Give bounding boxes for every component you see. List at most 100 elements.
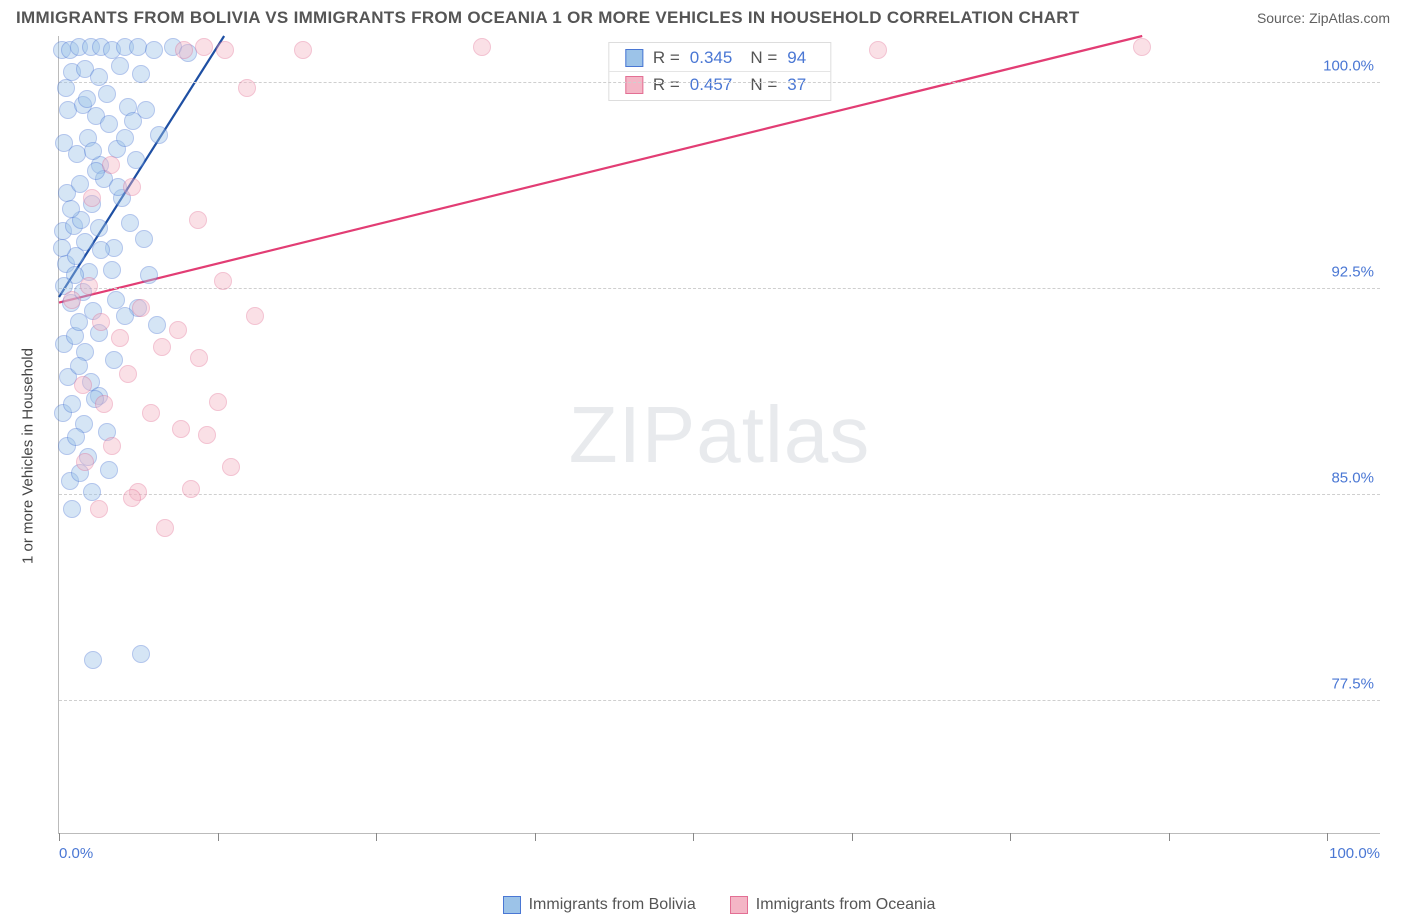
scatter-point [102, 156, 120, 174]
scatter-point [98, 85, 116, 103]
legend-label: Immigrants from Oceania [756, 896, 936, 914]
x-tick [693, 833, 694, 841]
scatter-point [214, 272, 232, 290]
legend-r-value: 0.457 [690, 75, 741, 95]
scatter-point [153, 338, 171, 356]
y-tick-label: 85.0% [1331, 469, 1374, 486]
scatter-point [92, 241, 110, 259]
gridline [59, 288, 1380, 289]
scatter-point [76, 453, 94, 471]
trend-lines [59, 36, 1380, 833]
scatter-point [132, 645, 150, 663]
scatter-point [116, 129, 134, 147]
watermark: ZIPatlas [569, 389, 870, 481]
y-axis-label: 1 or more Vehicles in Household [20, 348, 37, 564]
legend-row: R = 0.457 N = 37 [609, 71, 830, 98]
scatter-point [111, 57, 129, 75]
scatter-point [70, 313, 88, 331]
scatter-point [148, 316, 166, 334]
legend-row: R = 0.345 N = 94 [609, 45, 830, 71]
scatter-point [246, 307, 264, 325]
legend-swatch [625, 76, 643, 94]
legend-n-value: 94 [787, 48, 814, 68]
x-tick [218, 833, 219, 841]
scatter-point [90, 500, 108, 518]
scatter-point [83, 483, 101, 501]
scatter-point [175, 41, 193, 59]
gridline [59, 82, 1380, 83]
legend-swatch [730, 896, 748, 914]
legend-item: Immigrants from Oceania [730, 896, 936, 914]
series-legend: Immigrants from Bolivia Immigrants from O… [58, 896, 1380, 914]
scatter-point [123, 178, 141, 196]
scatter-point [90, 68, 108, 86]
legend-label: Immigrants from Bolivia [529, 896, 696, 914]
legend-n-value: 37 [787, 75, 814, 95]
scatter-point [53, 239, 71, 257]
gridline [59, 700, 1380, 701]
scatter-point [119, 365, 137, 383]
scatter-point [103, 261, 121, 279]
scatter-point [78, 90, 96, 108]
scatter-point [63, 291, 81, 309]
legend-r-label: R = [653, 48, 680, 68]
scatter-point [70, 357, 88, 375]
scatter-point [92, 313, 110, 331]
chart-area: 1 or more Vehicles in Household ZIPatlas… [16, 36, 1390, 876]
scatter-point [145, 41, 163, 59]
scatter-point [121, 214, 139, 232]
scatter-point [84, 651, 102, 669]
source-label: Source: ZipAtlas.com [1257, 10, 1390, 26]
x-tick [1010, 833, 1011, 841]
scatter-point [67, 428, 85, 446]
scatter-point [84, 142, 102, 160]
scatter-point [190, 349, 208, 367]
legend-n-label: N = [750, 75, 777, 95]
scatter-point [83, 189, 101, 207]
x-tick [535, 833, 536, 841]
scatter-point [132, 299, 150, 317]
scatter-point [195, 38, 213, 56]
scatter-point [142, 404, 160, 422]
scatter-point [156, 519, 174, 537]
scatter-point [123, 489, 141, 507]
scatter-point [209, 393, 227, 411]
chart-title: IMMIGRANTS FROM BOLIVIA VS IMMIGRANTS FR… [16, 8, 1080, 28]
scatter-point [107, 291, 125, 309]
legend-item: Immigrants from Bolivia [503, 896, 696, 914]
scatter-point [135, 230, 153, 248]
scatter-point [172, 420, 190, 438]
scatter-point [189, 211, 207, 229]
scatter-point [100, 115, 118, 133]
scatter-point [1133, 38, 1151, 56]
scatter-point [62, 200, 80, 218]
scatter-point [869, 41, 887, 59]
legend-n-label: N = [750, 48, 777, 68]
scatter-point [294, 41, 312, 59]
correlation-legend: R = 0.345 N = 94 R = 0.457 N = 37 [608, 42, 831, 101]
scatter-point [95, 395, 113, 413]
scatter-point [238, 79, 256, 97]
scatter-point [182, 480, 200, 498]
scatter-point [132, 65, 150, 83]
y-tick-label: 92.5% [1331, 263, 1374, 280]
scatter-point [100, 461, 118, 479]
scatter-point [103, 437, 121, 455]
scatter-point [150, 126, 168, 144]
x-tick [1169, 833, 1170, 841]
y-tick-label: 77.5% [1331, 676, 1374, 693]
x-tick [59, 833, 60, 841]
scatter-point [140, 266, 158, 284]
x-tick-label: 100.0% [1329, 845, 1380, 862]
legend-r-label: R = [653, 75, 680, 95]
scatter-point [63, 500, 81, 518]
legend-r-value: 0.345 [690, 48, 741, 68]
x-tick-label: 0.0% [59, 845, 93, 862]
x-tick [376, 833, 377, 841]
scatter-point [90, 219, 108, 237]
plot-region: ZIPatlas R = 0.345 N = 94 R = 0.457 N = 37 77.5… [58, 36, 1380, 834]
scatter-point [57, 79, 75, 97]
scatter-point [222, 458, 240, 476]
x-tick [852, 833, 853, 841]
scatter-point [111, 329, 129, 347]
